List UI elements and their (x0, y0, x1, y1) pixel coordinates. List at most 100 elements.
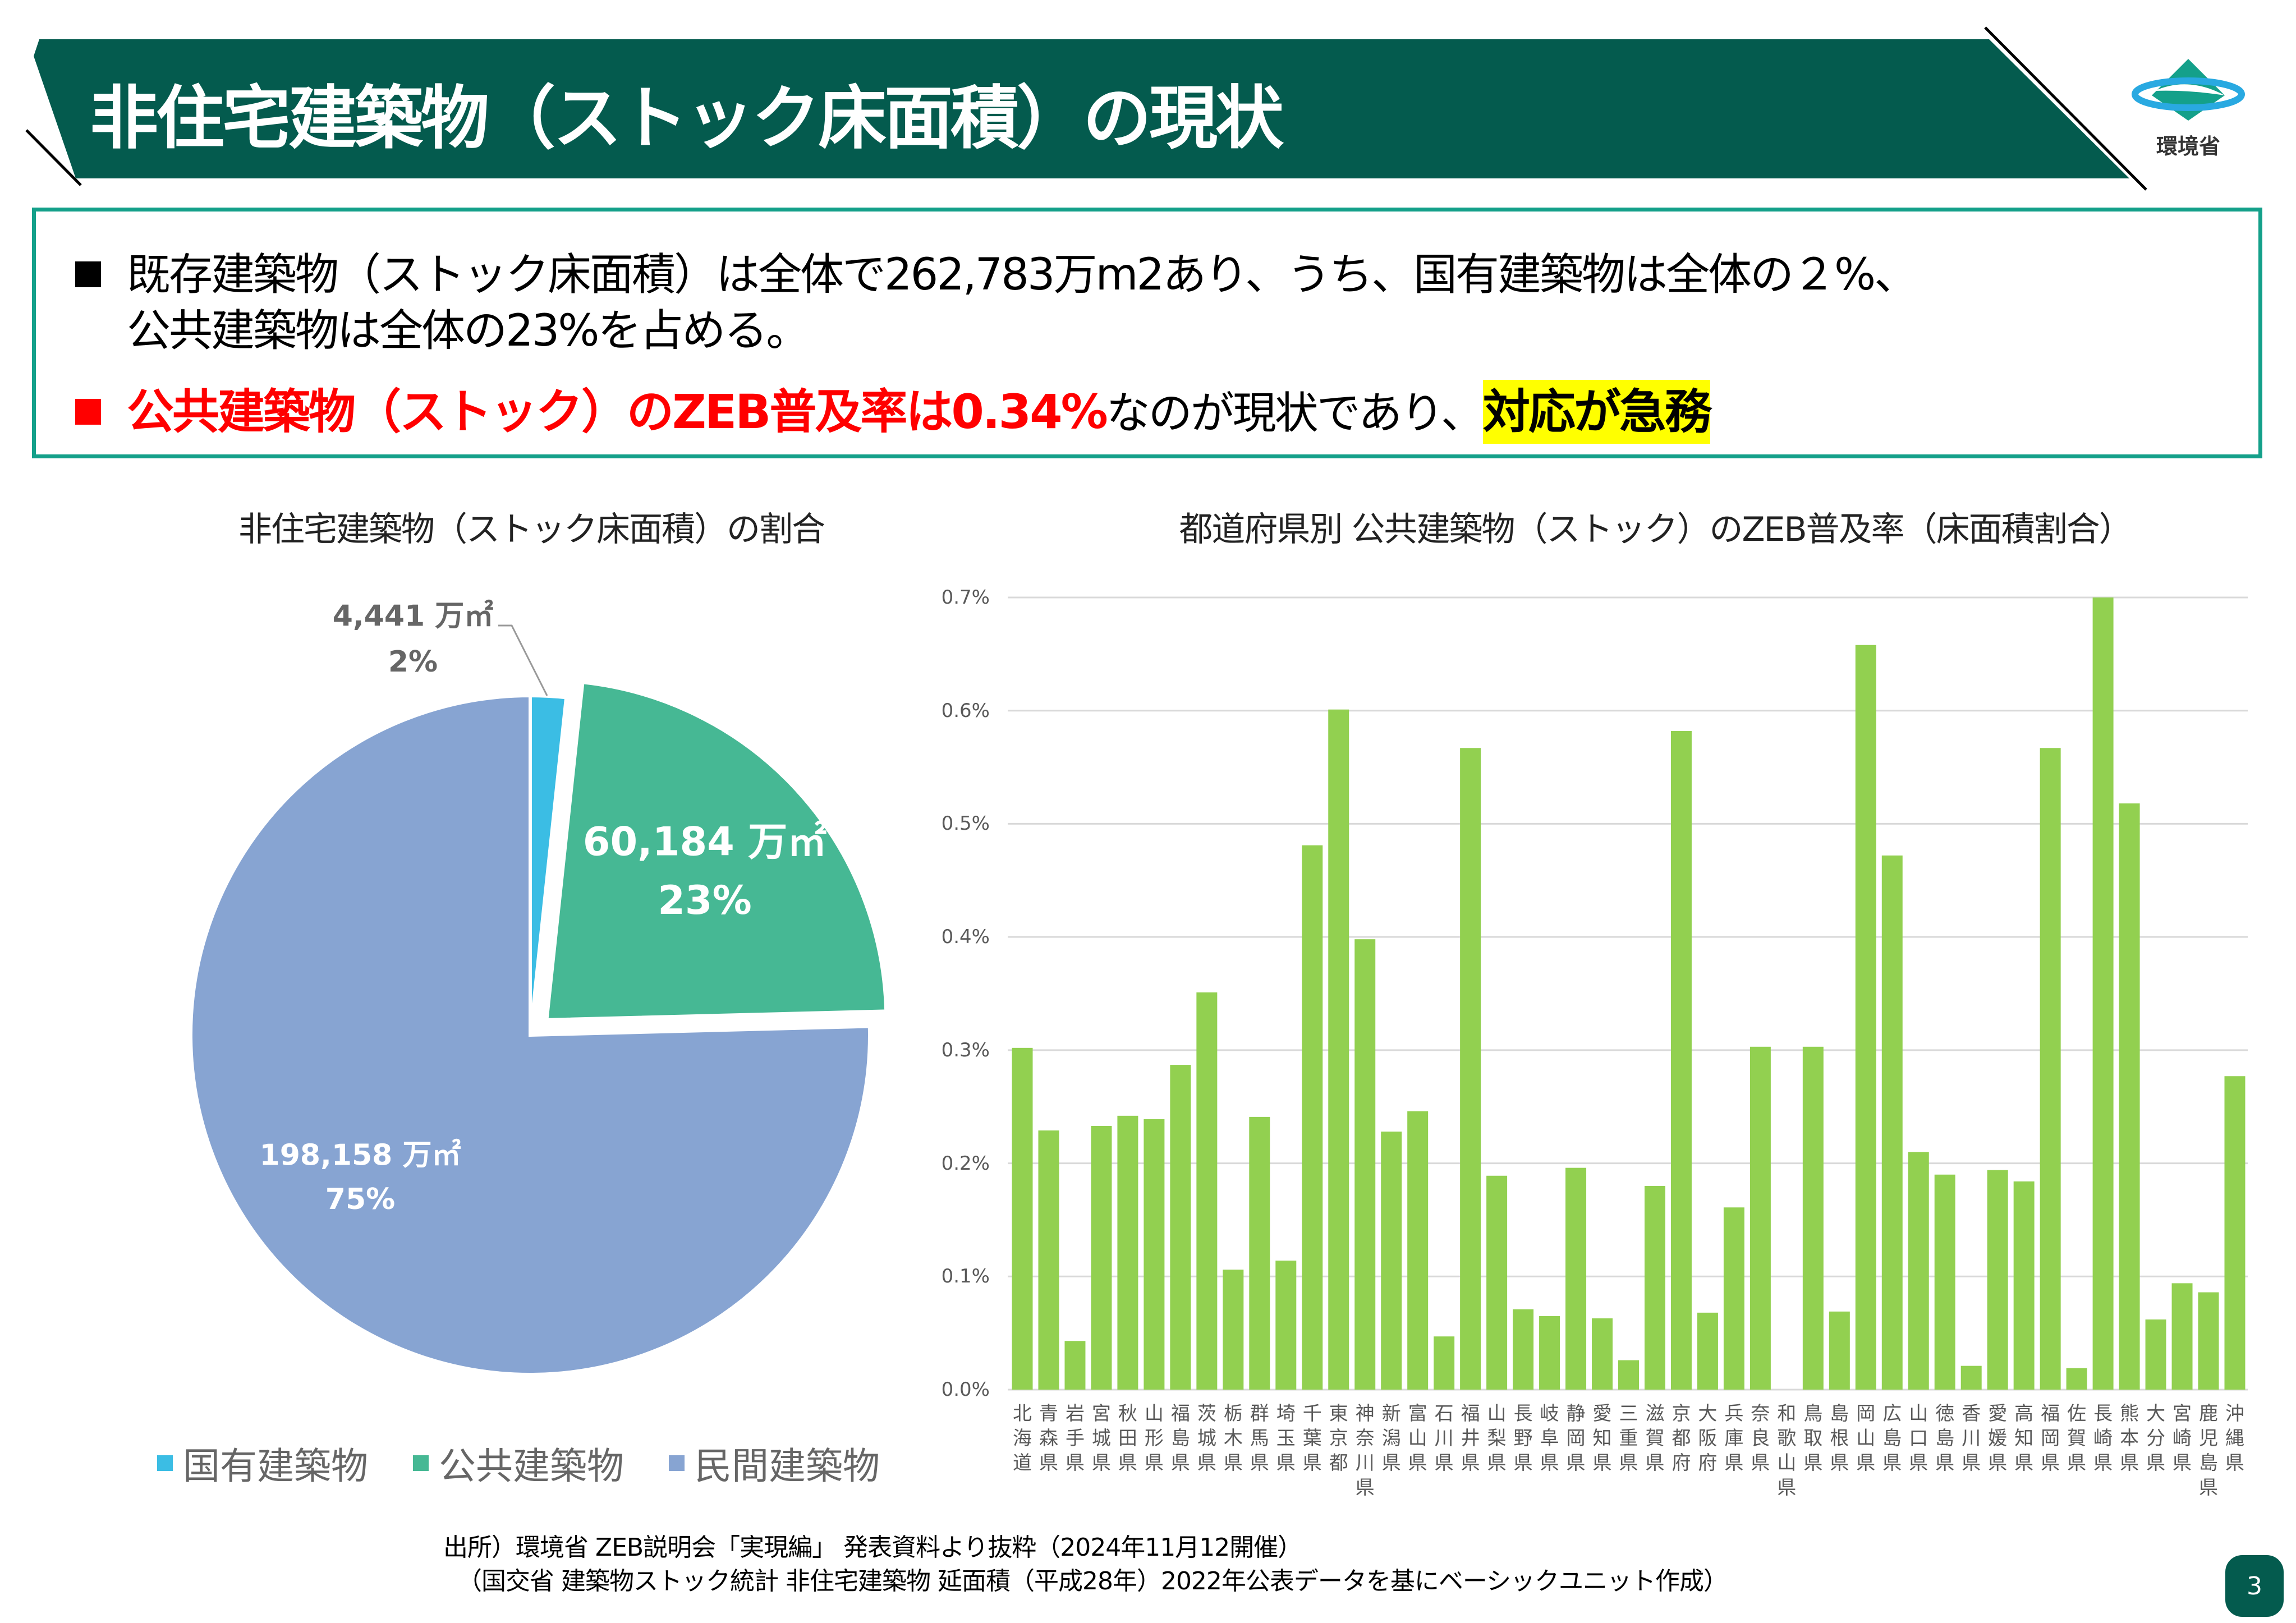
x-tick-label: 秋田県 (1118, 1403, 1137, 1474)
bar-栃木県 (1223, 1270, 1244, 1390)
pie-label-public-value: 60,184 万㎡ (582, 819, 827, 865)
bar-高知県 (2013, 1181, 2035, 1390)
pie-chart-title: 非住宅建築物（ストック床面積）の割合 (238, 510, 825, 549)
x-tick-label: 沖縄県 (2225, 1403, 2244, 1474)
x-tick-label: 愛知県 (1592, 1403, 1612, 1474)
x-tick-label: 和歌山県 (1777, 1403, 1797, 1499)
ministry-emblem-icon (2132, 59, 2245, 121)
x-tick-label: 新潟県 (1381, 1403, 1401, 1474)
square-bullet-icon (75, 261, 101, 287)
x-tick-label: 京都府 (1672, 1403, 1691, 1474)
bar-山梨県 (1486, 1175, 1508, 1390)
bar-奈良県 (1749, 1046, 1771, 1390)
pie-slice-private (189, 693, 871, 1376)
pie-legend: 国有建築物 公共建築物 民間建築物 (157, 1436, 880, 1490)
bar-愛媛県 (1987, 1170, 2008, 1390)
bar-兵庫県 (1723, 1207, 1744, 1390)
summary-line-1: 既存建築物（ストック床面積）は全体で262,783万m2あり、うち、国有建築物は… (75, 240, 1918, 302)
x-tick-label: 岐阜県 (1540, 1403, 1559, 1474)
x-tick-label: 島根県 (1830, 1403, 1849, 1474)
legend-item-national: 国有建築物 (157, 1436, 368, 1490)
bar-熊本県 (2119, 803, 2140, 1390)
x-tick-label: 山形県 (1144, 1403, 1164, 1474)
bar-神奈川県 (1354, 939, 1376, 1390)
bar-岩手県 (1064, 1341, 1086, 1390)
bar-岡山県 (1855, 645, 1876, 1390)
pie-slice-public (545, 680, 888, 1022)
bar-千葉県 (1302, 845, 1323, 1390)
x-tick-label: 愛媛県 (1988, 1403, 2008, 1474)
bar-大阪府 (1697, 1312, 1718, 1390)
bar-愛知県 (1592, 1318, 1613, 1390)
title-banner (25, 26, 2147, 191)
bar-沖縄県 (2224, 1076, 2246, 1390)
x-tick-label: 奈良県 (1751, 1403, 1770, 1474)
x-tick-label: 岩手県 (1065, 1403, 1085, 1474)
legend-item-public: 公共建築物 (413, 1436, 624, 1490)
bar-埼玉県 (1275, 1261, 1297, 1390)
x-tick-label: 長崎県 (2093, 1403, 2113, 1474)
bar-chart (1008, 596, 2248, 1391)
bar-大分県 (2145, 1319, 2166, 1390)
bar-香川県 (1960, 1365, 1982, 1390)
bar-秋田県 (1117, 1115, 1138, 1390)
x-tick-label: 長野県 (1513, 1403, 1533, 1474)
bar-長野県 (1513, 1309, 1534, 1390)
bar-群馬県 (1249, 1116, 1270, 1390)
x-tick-label: 兵庫県 (1724, 1403, 1744, 1474)
legend-swatch (157, 1455, 173, 1471)
x-tick-label: 富山県 (1408, 1403, 1427, 1474)
bar-北海道 (1012, 1047, 1033, 1390)
summary-line-2: 公共建築物は全体の23%を占める。 (127, 306, 810, 356)
x-tick-label: 香川県 (1962, 1403, 1981, 1474)
x-tick-label: 佐賀県 (2067, 1403, 2087, 1474)
x-tick-label: 群馬県 (1250, 1403, 1269, 1474)
y-tick-label: 0.5% (941, 812, 990, 835)
summary-box: 既存建築物（ストック床面積）は全体で262,783万m2あり、うち、国有建築物は… (32, 208, 2262, 458)
x-tick-label: 福岡県 (2041, 1403, 2060, 1474)
bar-山形県 (1144, 1119, 1165, 1390)
bar-京都府 (1670, 731, 1692, 1390)
y-tick-label: 0.7% (941, 586, 990, 609)
bar-茨城県 (1196, 992, 1218, 1390)
x-tick-label: 石川県 (1434, 1403, 1454, 1474)
x-tick-label: 滋賀県 (1645, 1403, 1665, 1474)
pie-leader-line (498, 624, 548, 696)
x-tick-label: 東京都 (1329, 1403, 1348, 1474)
y-tick-label: 0.6% (941, 699, 990, 722)
x-tick-label: 鳥取県 (1803, 1403, 1823, 1474)
x-tick-label: 鹿児島県 (2199, 1403, 2219, 1499)
x-tick-label: 岡山県 (1856, 1403, 1876, 1474)
red-square-bullet-icon (75, 399, 101, 425)
bar-富山県 (1407, 1111, 1429, 1390)
ministry-logo: 環境省 (2127, 56, 2250, 163)
x-tick-label: 徳島県 (1935, 1403, 1955, 1474)
legend-swatch (669, 1455, 685, 1471)
x-tick-label: 山口県 (1909, 1403, 1928, 1474)
y-tick-label: 0.3% (941, 1038, 990, 1061)
y-tick-label: 0.0% (941, 1378, 990, 1401)
pie-label-national-percent: 2% (388, 645, 438, 679)
bar-宮崎県 (2171, 1283, 2193, 1390)
x-tick-label: 福井県 (1461, 1403, 1480, 1474)
bar-chart-title: 都道府県別 公共建築物（ストック）のZEB普及率（床面積割合） (1179, 510, 2132, 549)
x-tick-label: 宮崎県 (2173, 1403, 2192, 1474)
page-number: 3 (2225, 1555, 2284, 1617)
bar-新潟県 (1381, 1132, 1402, 1390)
pie-label-private-value: 198,158 万㎡ (259, 1138, 461, 1173)
x-tick-label: 宮城県 (1091, 1403, 1111, 1474)
summary-line-3: 公共建築物（ストック）のZEB普及率は0.34%なのが現状であり、対応が急務 (75, 374, 1712, 444)
x-tick-label: 大分県 (2146, 1403, 2166, 1474)
legend-item-private: 民間建築物 (669, 1436, 880, 1490)
y-tick-label: 0.1% (941, 1265, 990, 1288)
pie-chart (189, 624, 888, 1376)
bar-島根県 (1829, 1311, 1850, 1390)
source-note-1: 出所）環境省 ZEB説明会「実現編」 発表資料より抜粋（2024年11月12開催… (443, 1533, 1302, 1562)
x-tick-label: 茨城県 (1197, 1403, 1216, 1474)
bar-鳥取県 (1802, 1046, 1824, 1390)
page-title: 非住宅建築物（ストック床面積）の現状 (90, 79, 1284, 158)
x-tick-label: 広島県 (1882, 1403, 1902, 1474)
x-tick-label: 北海道 (1013, 1403, 1032, 1474)
bar-徳島県 (1934, 1174, 1955, 1390)
bar-長崎県 (2092, 597, 2114, 1390)
